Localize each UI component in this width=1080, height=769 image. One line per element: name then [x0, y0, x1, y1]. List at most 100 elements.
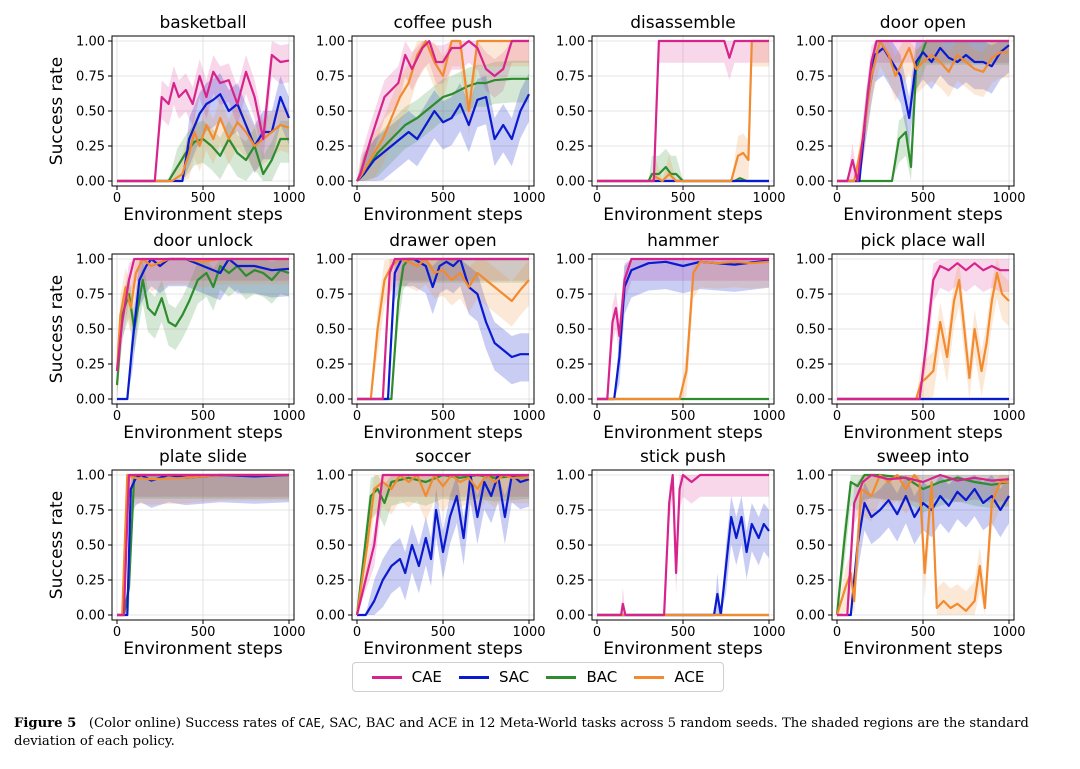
tick-label-y: 0.00	[556, 175, 585, 190]
tick-label-y: 0.00	[556, 393, 585, 408]
x-axis-label: Environment steps	[363, 205, 523, 225]
tick-label-x: 500	[431, 409, 456, 424]
tick-label-x: 1000	[512, 409, 545, 424]
series-line-bac	[115, 264, 290, 386]
tick-label-x: 0	[833, 191, 841, 206]
legend-swatch-sac	[459, 675, 489, 679]
tick-label-x: 500	[191, 191, 216, 206]
tick-label-y: 0.00	[76, 609, 105, 624]
tick-label-y: 0.00	[316, 175, 345, 190]
tick-label-y: 0.25	[76, 358, 105, 373]
std-band-bac	[117, 259, 289, 399]
tick-label-y: 0.25	[316, 574, 345, 589]
tick-label-x: 500	[911, 409, 936, 424]
x-axis-label: Environment steps	[843, 639, 1003, 659]
series-line-cae	[837, 39, 1009, 183]
series-line-cae	[357, 257, 529, 401]
tick-label-y: 0.50	[316, 105, 345, 120]
tick-label-y: 0.25	[556, 140, 585, 155]
tick-label-y: 0.75	[556, 288, 585, 303]
panel-title-drawer-open: drawer open	[389, 231, 496, 251]
tick-label-x: 0	[353, 191, 361, 206]
tick-label-y: 0.75	[796, 504, 825, 519]
series-line-bac	[356, 77, 529, 182]
panel-title-stick-push: stick push	[640, 447, 726, 467]
series-line-bac	[597, 165, 769, 183]
y-axis-label: Success rate	[47, 275, 67, 383]
tick-label-y: 1.00	[796, 469, 825, 484]
tick-label-x: 0	[353, 409, 361, 424]
tick-label-y: 0.25	[556, 574, 585, 589]
tick-label-y: 0.00	[796, 175, 825, 190]
tick-label-y: 0.75	[316, 70, 345, 85]
tick-label-y: 0.25	[76, 574, 105, 589]
series-line-ace	[837, 271, 1010, 401]
std-band-ace	[357, 259, 529, 399]
panel-title-hammer: hammer	[647, 231, 719, 251]
series-line-ace	[597, 260, 770, 401]
series-line-ace	[837, 39, 1009, 183]
std-band-cae	[597, 475, 769, 615]
x-axis-label: Environment steps	[363, 423, 523, 443]
std-band-bac	[357, 60, 529, 181]
series-line-cae	[597, 39, 769, 183]
tick-label-y: 0.00	[76, 175, 105, 190]
series-line-bac	[117, 137, 289, 183]
std-band-cae	[357, 475, 529, 615]
chart-legend: CAE SAC BAC ACE	[352, 662, 724, 692]
tick-label-x: 0	[833, 625, 841, 640]
legend-swatch-bac	[546, 675, 577, 679]
tick-label-x: 500	[671, 625, 696, 640]
legend-swatch-cae	[371, 675, 402, 679]
tick-label-y: 0.25	[796, 574, 825, 589]
legend-swatch-ace	[634, 675, 665, 679]
std-band-cae	[117, 259, 289, 393]
tick-label-y: 1.00	[76, 253, 105, 268]
series-line-ace	[117, 116, 290, 183]
caption-label: Figure 5	[14, 716, 77, 731]
legend-entry-bac: BAC	[546, 668, 617, 686]
tick-label-x: 500	[431, 625, 456, 640]
x-axis-label: Environment steps	[843, 205, 1003, 225]
tick-label-y: 1.00	[556, 469, 585, 484]
x-axis-label: Environment steps	[363, 639, 523, 659]
panel-title-soccer: soccer	[415, 447, 470, 467]
tick-label-x: 500	[671, 409, 696, 424]
tick-label-y: 1.00	[556, 253, 585, 268]
tick-label-y: 0.50	[556, 323, 585, 338]
tick-label-x: 0	[593, 409, 601, 424]
std-band-ace	[837, 259, 1009, 399]
tick-label-x: 0	[113, 409, 121, 424]
std-band-bac	[117, 120, 289, 181]
series-line-cae	[117, 473, 289, 617]
std-band-ace	[357, 41, 529, 181]
series-line-sac	[837, 487, 1010, 617]
series-line-ace	[357, 257, 530, 401]
tick-label-x: 1000	[272, 625, 305, 640]
tick-label-x: 0	[833, 409, 841, 424]
tick-label-y: 0.50	[796, 323, 825, 338]
tick-label-x: 1000	[272, 409, 305, 424]
series-line-cae	[837, 473, 1010, 617]
tick-label-y: 1.00	[76, 35, 105, 50]
tick-label-y: 0.50	[76, 539, 105, 554]
tick-label-y: 0.00	[796, 393, 825, 408]
tick-label-y: 0.50	[796, 539, 825, 554]
panel-title-plate-slide: plate slide	[159, 447, 247, 467]
tick-label-y: 0.50	[556, 539, 585, 554]
tick-label-x: 1000	[992, 625, 1025, 640]
std-band-ace	[837, 41, 1009, 181]
series-line-cae	[355, 473, 529, 616]
tick-label-x: 500	[911, 191, 936, 206]
legend-label-ace: ACE	[674, 668, 705, 686]
x-axis-label: Environment steps	[123, 205, 283, 225]
panel-title-sweep-into: sweep into	[877, 447, 969, 467]
tick-label-y: 0.00	[76, 393, 105, 408]
tick-label-x: 1000	[992, 409, 1025, 424]
tick-label-x: 1000	[752, 409, 785, 424]
tick-label-y: 0.50	[796, 105, 825, 120]
tick-label-x: 0	[353, 625, 361, 640]
legend-label-sac: SAC	[499, 668, 530, 686]
series-line-cae	[597, 257, 769, 401]
caption-code: CAE	[298, 715, 321, 730]
